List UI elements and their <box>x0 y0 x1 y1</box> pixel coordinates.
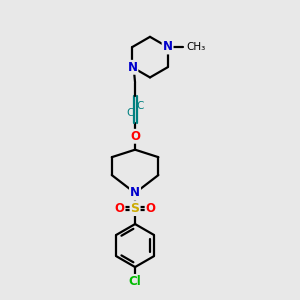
Text: O: O <box>130 130 140 143</box>
Text: N: N <box>130 187 140 200</box>
Text: Cl: Cl <box>129 275 141 288</box>
Text: CH₃: CH₃ <box>186 42 206 52</box>
Text: N: N <box>163 40 172 53</box>
Text: O: O <box>115 202 124 215</box>
Text: C: C <box>137 101 144 111</box>
Text: O: O <box>146 202 156 215</box>
Text: N: N <box>128 61 137 74</box>
Text: N: N <box>130 187 140 200</box>
Text: S: S <box>130 202 140 215</box>
Text: C: C <box>126 108 134 118</box>
